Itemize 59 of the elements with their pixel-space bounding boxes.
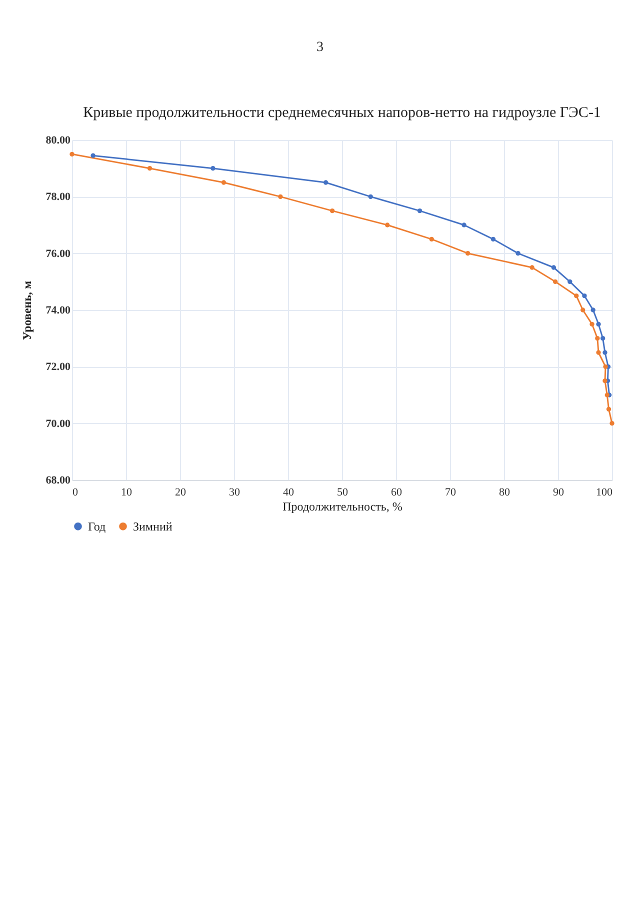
point [574, 293, 579, 298]
x-tick-label: 50 [337, 486, 348, 498]
point [590, 308, 596, 312]
point [330, 208, 335, 214]
point [429, 236, 434, 242]
x-tick-label: 70 [445, 486, 456, 498]
y-axis-title: Уровень, м [20, 280, 34, 340]
point [603, 364, 608, 370]
point [552, 279, 558, 284]
point [90, 153, 96, 158]
point [568, 279, 572, 284]
x-tick-label: 30 [229, 486, 240, 498]
x-tick-label: 40 [283, 486, 294, 498]
point [582, 293, 587, 298]
point [580, 308, 586, 312]
x-tick-label: 100 [596, 486, 613, 498]
point [417, 208, 422, 214]
y-tick-label: 74.00 [46, 304, 71, 316]
point [221, 180, 226, 185]
point [600, 336, 606, 341]
chart-title: Кривые продолжительности среднемесячных напоров-нетто на гидроузле ГЭС-1 [83, 105, 601, 121]
point [551, 265, 556, 270]
point [147, 166, 152, 171]
x-axis-title: Продолжительность, % [282, 500, 402, 514]
y-tick-label: 70.00 [46, 418, 71, 430]
legend-label: Зимний [133, 519, 173, 534]
x-tick-label: 80 [499, 486, 510, 498]
y-tick-label: 76.00 [46, 248, 71, 260]
y-tick-label: 68.00 [46, 474, 71, 486]
point [596, 350, 601, 355]
x-tick-label: 90 [553, 486, 564, 498]
point [516, 250, 520, 256]
point [210, 166, 216, 171]
y-tick-label: 72.00 [46, 361, 71, 374]
point [602, 350, 608, 355]
point [465, 250, 470, 256]
point [596, 322, 601, 327]
point [530, 265, 534, 270]
x-tick-label: 60 [391, 486, 402, 498]
point [490, 236, 496, 242]
x-tick-label: 10 [121, 486, 132, 498]
point [610, 420, 614, 426]
point [602, 378, 608, 384]
point [278, 194, 283, 200]
point [604, 392, 610, 398]
point [385, 222, 390, 228]
x-tick-label: 20 [175, 486, 186, 498]
x-tick-label: 0 [72, 486, 78, 498]
point [70, 152, 74, 157]
point [323, 180, 328, 185]
point [590, 322, 594, 327]
legend-label: Год [88, 519, 106, 534]
y-tick-label: 80.00 [46, 134, 71, 146]
text: 3 [316, 40, 324, 56]
point [595, 336, 600, 341]
y-tick-label: 78.00 [46, 191, 71, 204]
point [606, 406, 612, 412]
point [368, 194, 373, 200]
point [462, 222, 466, 228]
